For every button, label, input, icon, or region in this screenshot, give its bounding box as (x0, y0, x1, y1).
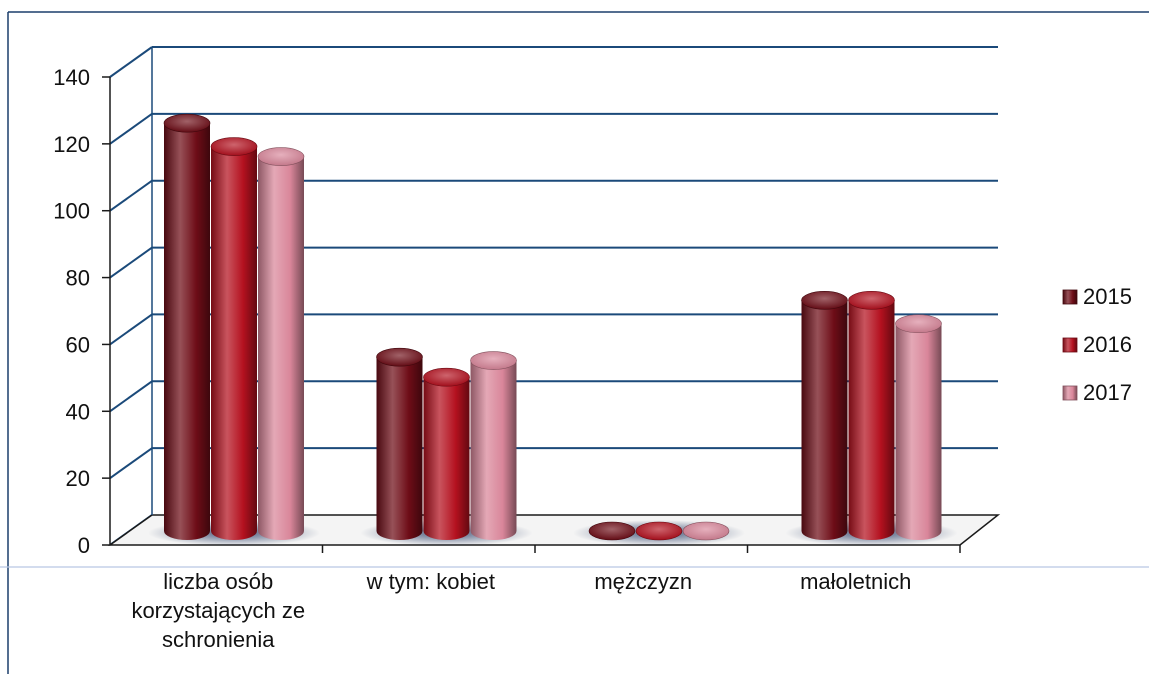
bar-2017-0 (257, 147, 305, 540)
bar-2016-1 (423, 367, 470, 540)
legend-swatch (1062, 337, 1078, 353)
side-gridline (109, 313, 153, 346)
x-tick-label-line: w tym: kobiet (366, 569, 495, 594)
bar-top (682, 521, 730, 541)
x-tick-label-line: mężczyzn (594, 569, 692, 594)
bar-top (470, 351, 517, 370)
bar-body (164, 123, 210, 541)
x-tick-label-line: liczba osób (163, 569, 273, 594)
legend-label: 2017 (1083, 380, 1132, 405)
y-tick-label: 40 (66, 399, 90, 424)
x-tick-label-line: korzystających ze (131, 598, 305, 623)
legend-label: 2015 (1083, 284, 1132, 309)
side-gridline (109, 380, 153, 413)
x-tick-label: liczba osób korzystających ze schronienia (131, 569, 305, 652)
x-tick-labels: liczba osób korzystających ze schronienia w… (131, 569, 911, 652)
x-tick-label: w tym: kobiet (366, 569, 495, 594)
bar-2017-1 (470, 351, 517, 540)
bar-body (423, 377, 470, 540)
bar-2016-3 (848, 291, 895, 540)
side-gridline (109, 113, 153, 145)
x-tick-label-line: schronienia (162, 627, 275, 652)
x-tick-label: mężczyzn (594, 569, 692, 594)
bar-body (848, 300, 895, 540)
bar-2017-3 (895, 314, 942, 540)
legend-swatch (1062, 289, 1078, 305)
bars (148, 113, 958, 546)
y-tick-label: 120 (53, 132, 90, 157)
bar-top (848, 291, 895, 310)
bar-top (635, 521, 683, 541)
bar-top (423, 367, 470, 387)
bar-body (895, 323, 942, 540)
y-tick-label: 0 (78, 533, 90, 558)
y-tick-label: 20 (66, 466, 90, 491)
bar-body (211, 146, 257, 541)
bar-body (376, 357, 423, 540)
bar-body (258, 156, 304, 540)
bar-top (895, 314, 942, 334)
y-tick-labels: 0 20 40 60 80 100 120 140 (53, 65, 90, 558)
bar-top (163, 113, 211, 133)
legend-item-2017: 2017 (1062, 380, 1132, 405)
axes (102, 47, 1001, 553)
bar-2015-0 (163, 113, 211, 541)
legend: 2015 2016 2017 (1062, 284, 1132, 405)
legend-item-2016: 2016 (1062, 332, 1132, 357)
bar-top (257, 147, 305, 166)
legend-item-2015: 2015 (1062, 284, 1132, 309)
bar-top (801, 291, 848, 310)
side-gridline (109, 246, 153, 279)
legend-label: 2016 (1083, 332, 1132, 357)
side-gridline (109, 447, 153, 479)
bar-2015-1 (376, 347, 423, 540)
bar-2017-2 (682, 521, 730, 541)
side-gridline (109, 179, 153, 212)
bar-2016-0 (210, 137, 258, 541)
y-tick-label: 140 (53, 65, 90, 90)
bar-2015-3 (801, 291, 848, 540)
bar-body (470, 360, 517, 540)
y-tick-label: 80 (66, 266, 90, 291)
bar-2016-2 (635, 521, 683, 541)
x-tick-label: małoletnich (800, 569, 911, 594)
chart-border (0, 11, 1149, 674)
bar-2015-2 (588, 521, 636, 541)
x-tick-label-line: małoletnich (800, 569, 911, 594)
bar-top (376, 347, 423, 367)
bar-top (588, 521, 636, 541)
y-tick-label: 100 (53, 199, 90, 224)
legend-swatch (1062, 385, 1078, 401)
bar-body (801, 300, 848, 540)
bar-top (210, 137, 258, 156)
y-tick-label: 60 (66, 332, 90, 357)
side-gridline (109, 46, 153, 78)
